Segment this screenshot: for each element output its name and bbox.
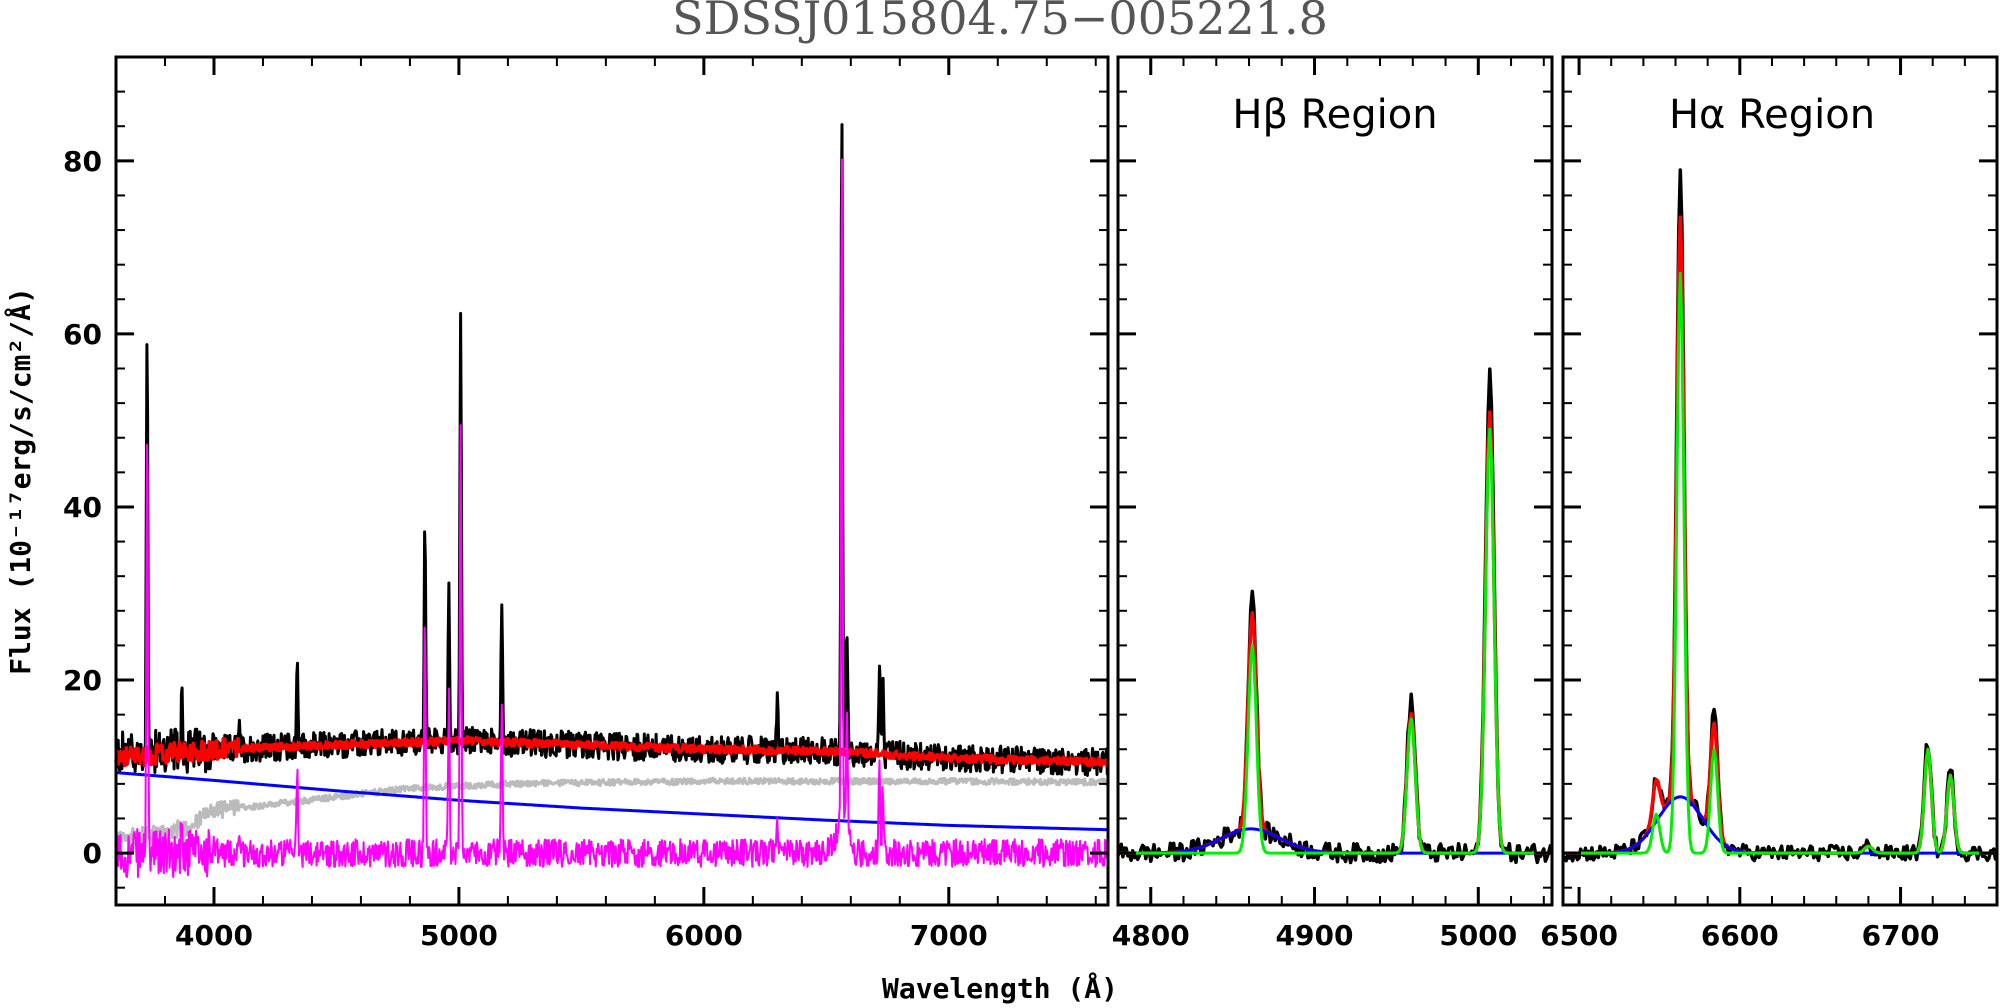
full-spectrum-ticks: 4000 5000 6000 7000 0 20 40 60 80 [63, 57, 1108, 952]
observed-spectrum-series [114, 123, 1110, 777]
x-tick-label: 4000 [175, 919, 253, 952]
x-tick-label: 6700 [1862, 919, 1940, 952]
halpha-narrow-component-series [1563, 271, 1997, 855]
hbeta-plot-area [1116, 367, 1554, 865]
halpha-model-series [1562, 215, 1998, 855]
y-tick-label: 40 [63, 491, 102, 524]
y-tick-label: 20 [63, 664, 102, 697]
halpha-observed-series [1561, 168, 1999, 863]
halpha-region-label: Hα Region [1669, 92, 1875, 138]
chart-title: SDSSJ015804.75−005221.8 [672, 0, 1328, 45]
full-spectrum-frame [114, 55, 1110, 907]
x-tick-label: 6600 [1701, 919, 1779, 952]
hbeta-region-label: Hβ Region [1232, 92, 1437, 138]
x-tick-label: 4800 [1112, 919, 1190, 952]
panel-hbeta: 4800 4900 5000 Hβ Region [1112, 55, 1554, 952]
panel-full-spectrum: 4000 5000 6000 7000 0 20 40 60 80 [63, 55, 1110, 952]
x-axis-label: Wavelength (Å) [882, 971, 1118, 1005]
halpha-ticks: 6500 6600 6700 [1540, 57, 1998, 952]
full-spectrum-plot-area [114, 123, 1110, 879]
y-tick-label: 80 [63, 145, 102, 178]
x-tick-label: 5000 [420, 919, 498, 952]
y-axis-label: Flux (10⁻¹⁷erg/s/cm²/Å) [3, 287, 37, 675]
hbeta-narrow-component-series [1118, 427, 1552, 855]
hbeta-ticks: 4800 4900 5000 [1112, 57, 1552, 952]
halpha-frame [1561, 55, 1999, 907]
x-tick-label: 4900 [1276, 919, 1354, 952]
hbeta-frame [1116, 55, 1554, 907]
model-fit-series [114, 735, 1110, 768]
x-tick-label: 7000 [910, 919, 988, 952]
x-tick-label: 5000 [1439, 919, 1517, 952]
y-tick-label: 60 [63, 318, 102, 351]
x-tick-label: 6500 [1540, 919, 1618, 952]
halpha-plot-area [1561, 168, 1999, 863]
x-tick-label: 6000 [665, 919, 743, 952]
y-tick-label: 0 [83, 837, 102, 870]
host-galaxy-series [114, 776, 1110, 848]
power-law-series [115, 771, 1109, 832]
emission-line-residual-series [115, 158, 1109, 879]
panel-halpha: 6500 6600 6700 Hα Region [1540, 55, 1999, 952]
